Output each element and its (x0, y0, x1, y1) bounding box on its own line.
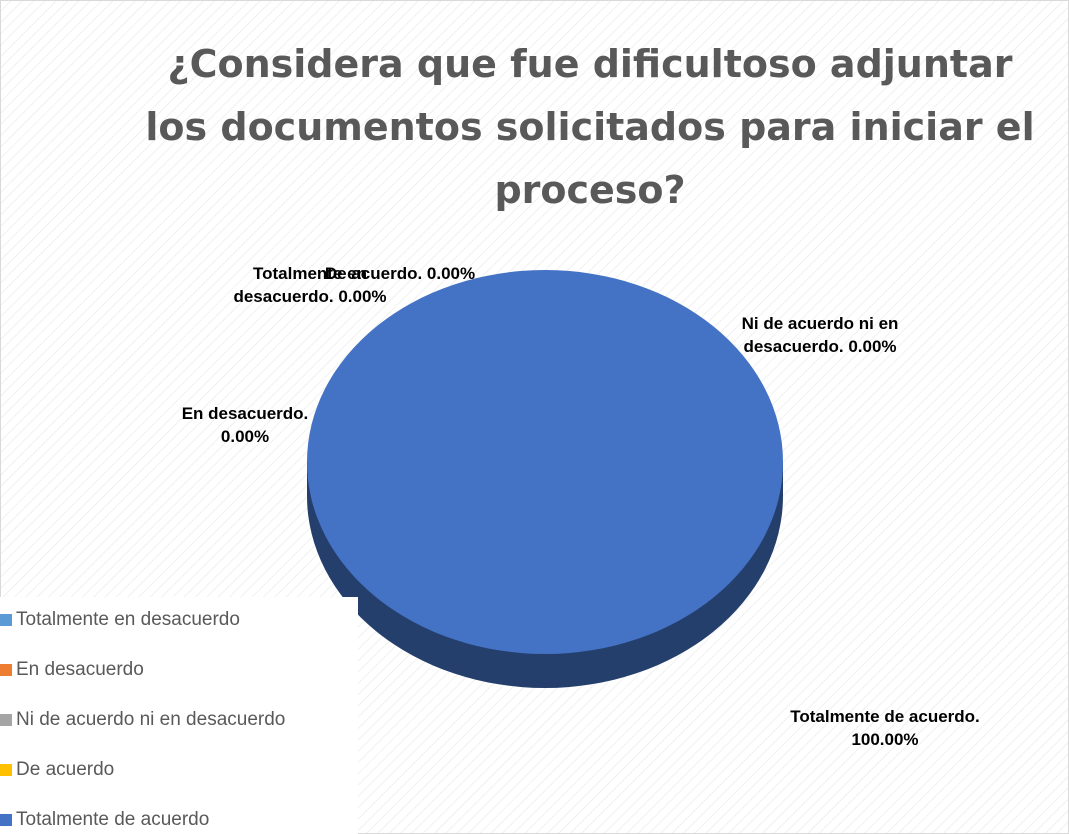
chart-title: ¿Considera que fue dificultoso adjuntar (167, 42, 1013, 86)
legend-item: Ni de acuerdo ni en desacuerdo (0, 709, 285, 731)
legend-swatch (0, 664, 12, 676)
legend-label: Totalmente de acuerdo (16, 809, 210, 830)
legend-item: Totalmente de acuerdo (0, 809, 209, 831)
chart-title: proceso? (494, 168, 686, 212)
legend-swatch (0, 614, 12, 626)
data-label: Totalmente en desacuerdo. 0.00% (233, 264, 387, 306)
legend-item: En desacuerdo (0, 659, 144, 681)
legend-label: Totalmente en desacuerdo (16, 609, 240, 630)
legend-label: De acuerdo (16, 759, 115, 780)
pie-slice (307, 270, 783, 654)
legend-swatch (0, 764, 12, 776)
legend-item: De acuerdo (0, 759, 114, 781)
data-label: Totalmente de acuerdo. 100.00% (790, 707, 980, 749)
legend-swatch (0, 714, 12, 726)
data-label: En desacuerdo. 0.00% (181, 404, 309, 446)
data-label: De acuerdo. 0.00% (324, 264, 476, 283)
legend-item: Totalmente en desacuerdo (0, 609, 240, 631)
legend: Totalmente en desacuerdo En desacuerdo Ni … (0, 597, 358, 834)
data-label: Ni de acuerdo ni en desacuerdo. 0.00% (741, 314, 899, 356)
legend-label: En desacuerdo (16, 659, 144, 680)
legend-label: Ni de acuerdo ni en desacuerdo (16, 709, 286, 730)
chart-title: los documentos solicitados para iniciar … (145, 105, 1035, 149)
legend-swatch (0, 814, 12, 826)
